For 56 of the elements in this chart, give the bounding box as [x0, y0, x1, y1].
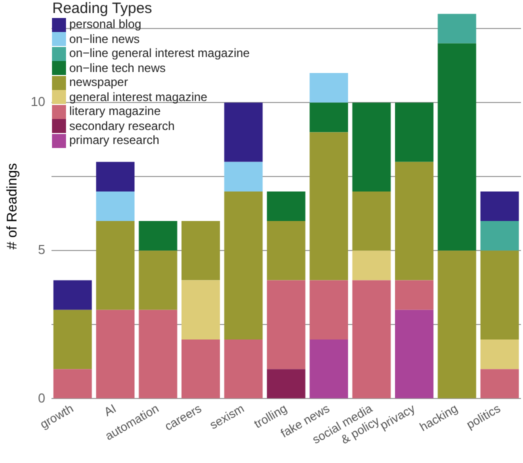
bar	[395, 280, 434, 310]
legend-label: newspaper	[69, 75, 128, 90]
bar	[182, 280, 220, 340]
legend-label: personal blog	[69, 17, 142, 32]
bar	[310, 339, 348, 398]
bar	[138, 221, 178, 251]
bar	[96, 221, 135, 310]
bar	[480, 221, 519, 251]
y-tick-label: 0	[38, 390, 46, 406]
bar	[352, 191, 391, 251]
bar	[310, 102, 348, 132]
bar	[480, 250, 519, 340]
bar	[53, 310, 92, 370]
legend-label: primary research	[69, 133, 160, 148]
bar	[310, 132, 348, 280]
bar	[53, 280, 92, 310]
bar	[310, 73, 348, 103]
legend-title: Reading Types	[52, 0, 154, 17]
bar	[310, 280, 348, 340]
bar	[438, 43, 476, 251]
bar	[224, 191, 263, 340]
bar	[480, 191, 519, 222]
bar	[266, 191, 306, 222]
bar	[395, 310, 434, 398]
legend-label: on−line general interest magazine	[69, 46, 250, 61]
bar	[352, 280, 391, 398]
bar	[480, 339, 519, 370]
y-tick-label: 10	[30, 94, 46, 110]
bar	[395, 162, 434, 280]
bar	[438, 14, 476, 44]
bar	[224, 339, 263, 398]
bar	[395, 102, 434, 162]
legend-label: on−line news	[69, 32, 140, 46]
bar	[266, 221, 306, 280]
bar	[182, 339, 220, 398]
bar	[224, 102, 263, 162]
bar	[224, 162, 263, 192]
bar	[53, 369, 92, 398]
y-tick-label: 5	[38, 242, 46, 258]
bar	[352, 102, 391, 192]
bar	[138, 310, 178, 398]
legend-label: secondary research	[69, 118, 175, 134]
bar	[438, 250, 476, 398]
bar	[480, 369, 519, 398]
bar	[352, 250, 391, 280]
bar	[96, 162, 135, 192]
bar	[182, 221, 220, 280]
legend-label: literary magazine	[69, 104, 161, 119]
bar	[138, 250, 178, 310]
bar	[266, 280, 306, 370]
bar	[96, 191, 135, 222]
legend-label: on−line tech news	[69, 60, 166, 76]
bar	[266, 369, 306, 398]
legend-label: general interest magazine	[69, 90, 208, 104]
bar	[96, 310, 135, 398]
y-axis-title: # of Readings	[3, 163, 20, 250]
